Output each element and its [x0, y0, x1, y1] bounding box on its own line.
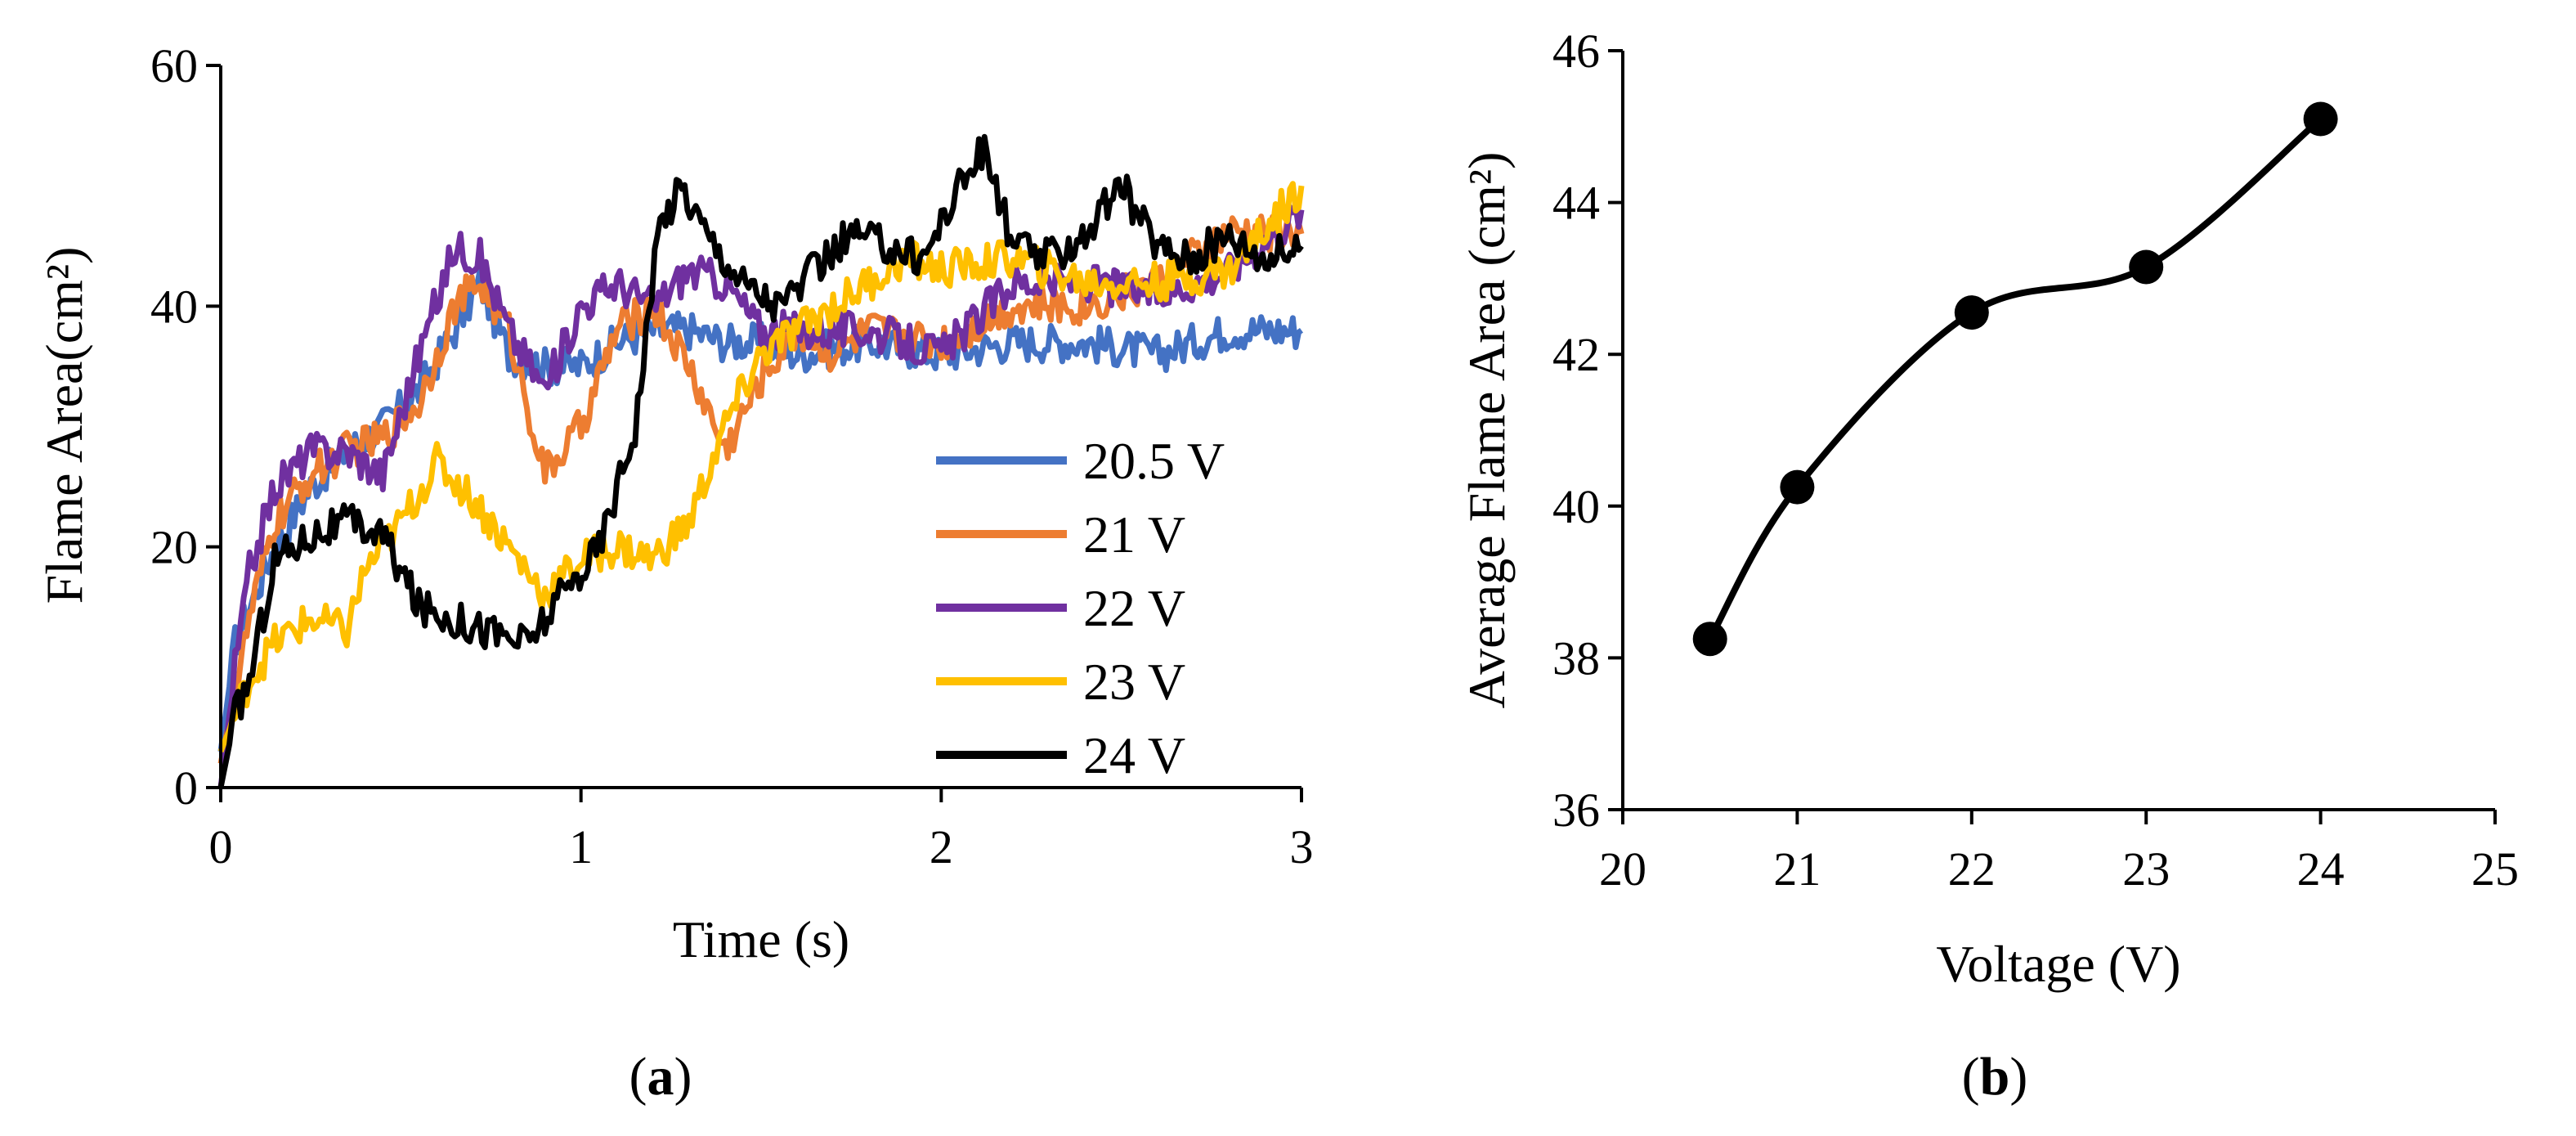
panel-b-series-line: [1707, 116, 2323, 641]
panel-b-x-axis-title: Voltage (V): [1936, 935, 2180, 993]
panel-b-plot-area: [1692, 101, 2338, 657]
panel-b-data-point: [1780, 469, 1815, 505]
panel-b-x-tick-label: 25: [2471, 842, 2519, 896]
panel-a-y-tick-label: 40: [150, 280, 198, 333]
panel-a-y-tick-label: 20: [150, 521, 198, 574]
panel-a-legend: 20.5 V 21 V 22 V 23 V 24 V: [936, 432, 1225, 784]
panel-a-x-tick-label: 2: [930, 820, 953, 873]
panel-b-chart: 20 21 22 23 24 25 36 38 40 42 44 46 Voltage (V) Ave…: [1458, 25, 2519, 1107]
panel-a-legend-label: 22 V: [1083, 579, 1185, 637]
panel-b-x-tick-label: 21: [1773, 842, 1821, 896]
panel-a-chart: 0 1 2 3 0 20 40 60 Time (s) Flame Area(cm²) 20.…: [35, 39, 1314, 1107]
panel-a-legend-label: 24 V: [1083, 726, 1185, 784]
panel-a-y-tick-label: 0: [174, 761, 198, 815]
panel-b-y-tick-label: 44: [1552, 177, 1600, 230]
panel-b-y-tick-label: 38: [1552, 631, 1600, 685]
panel-a-axes: [219, 65, 1301, 789]
panel-a-x-tick-label: 0: [209, 820, 233, 873]
panel-b-y-tick-label: 36: [1552, 784, 1600, 837]
panel-a-caption: (a): [629, 1047, 692, 1107]
panel-b-y-axis-title: Average Flame Area (cm²): [1458, 152, 1516, 709]
panel-b-caption-letter: b: [1980, 1047, 2010, 1107]
panel-b-data-point: [1692, 622, 1727, 657]
panel-b-x-tick-label: 23: [2122, 842, 2170, 896]
panel-a-caption-close: ): [674, 1047, 692, 1107]
panel-a-series-line: [217, 133, 1304, 788]
panel-a-x-tick-label: 1: [569, 820, 593, 873]
panel-a-x-tick-label: 3: [1290, 820, 1314, 873]
panel-b-x-tick-label: 20: [1599, 842, 1646, 896]
panel-b-ticks: 20 21 22 23 24 25 36 38 40 42 44 46: [1552, 25, 2519, 896]
panel-a-legend-label: 23 V: [1083, 653, 1185, 711]
panel-a-y-axis-title: Flame Area(cm²): [35, 247, 93, 604]
panel-b-data-point: [2129, 249, 2164, 285]
panel-b-caption-close: ): [2009, 1047, 2027, 1107]
panel-a-caption-open: (: [629, 1047, 647, 1107]
panel-b-data-point: [1954, 295, 1989, 330]
panel-b-data-point: [2303, 101, 2338, 137]
panel-a-x-axis-title: Time (s): [673, 910, 849, 968]
panel-b-caption-open: (: [1962, 1047, 1980, 1107]
panel-a-series-line: [217, 181, 1305, 753]
panel-a-caption-letter: a: [647, 1047, 674, 1107]
panel-b-x-tick-label: 22: [1948, 842, 1996, 896]
panel-b-y-tick-label: 46: [1552, 25, 1600, 78]
panel-b-y-tick-label: 42: [1552, 328, 1600, 381]
panel-b-axes: [1621, 51, 2495, 811]
panel-a-y-tick-label: 60: [150, 39, 198, 92]
panel-b-caption: (b): [1962, 1047, 2028, 1107]
panel-b-y-tick-label: 40: [1552, 480, 1600, 533]
panel-a-ticks: 0 1 2 3 0 20 40 60: [150, 39, 1314, 873]
panel-a-plot-area: [217, 133, 1305, 788]
panel-b-x-tick-label: 24: [2297, 842, 2345, 896]
panel-a-legend-label: 20.5 V: [1083, 432, 1225, 490]
panel-a-legend-label: 21 V: [1083, 505, 1185, 564]
